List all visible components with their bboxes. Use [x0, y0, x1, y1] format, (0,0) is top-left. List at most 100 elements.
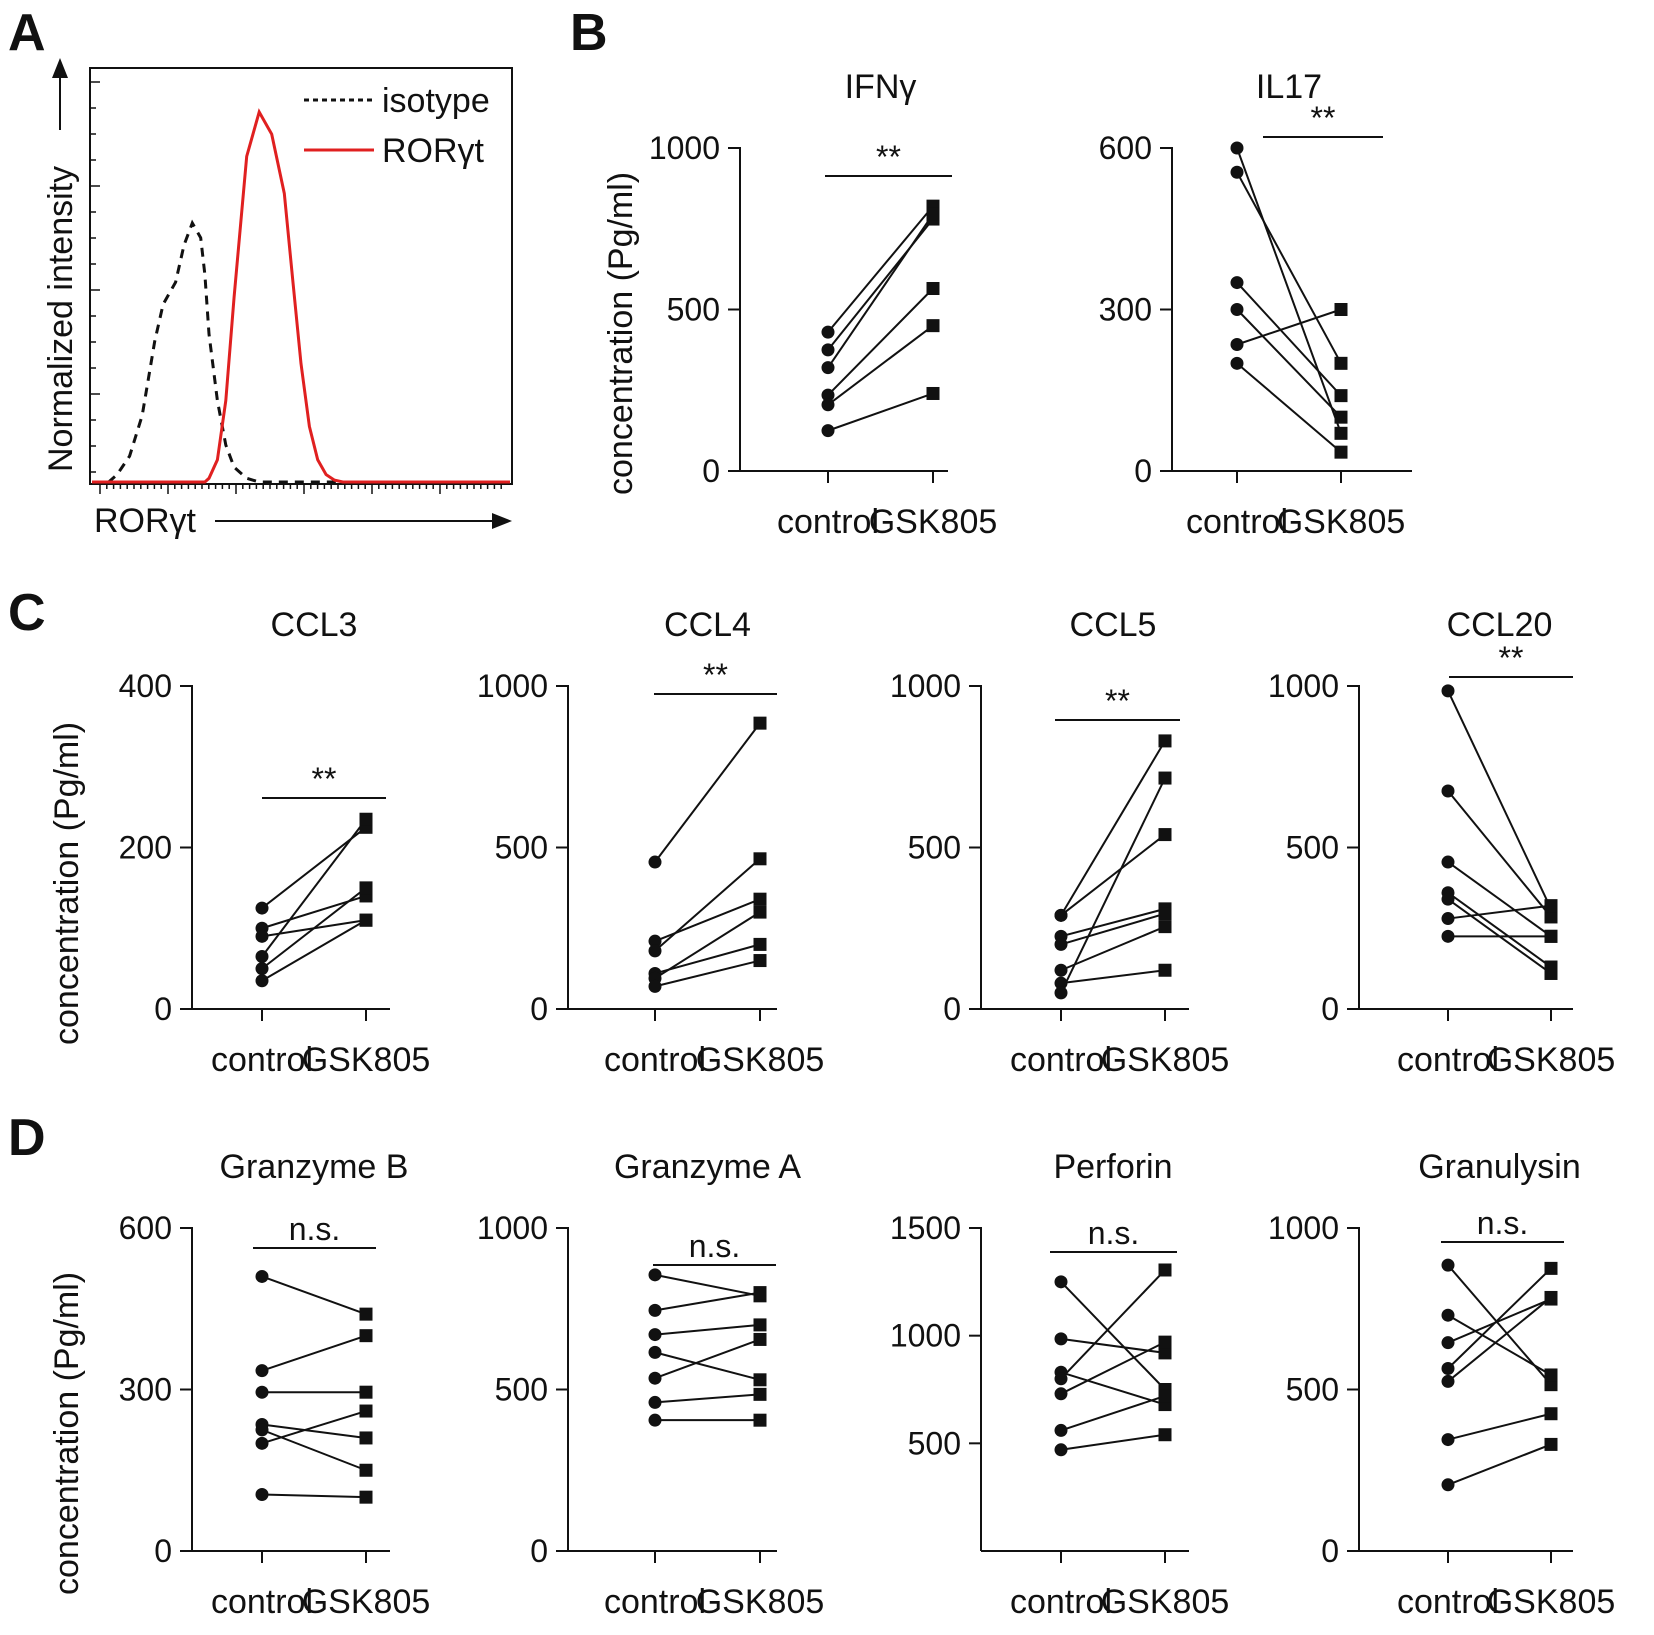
y-tick-label: 600: [119, 1210, 172, 1246]
x-label-control: control: [211, 1041, 313, 1079]
control-point: [1441, 912, 1455, 926]
control-point: [255, 1364, 269, 1378]
gsk805-point: [753, 1387, 767, 1401]
gsk805-point: [1158, 1263, 1172, 1277]
gsk805-point: [1544, 1290, 1558, 1304]
gsk805-point: [1544, 966, 1558, 980]
pair-line: [827, 213, 934, 369]
pair-line: [1447, 1296, 1552, 1383]
pair-line: [1060, 777, 1166, 994]
histogram-x-label: RORγt: [94, 502, 197, 540]
gsk805-point: [359, 1329, 373, 1343]
y-tick-label: 0: [702, 453, 720, 489]
control-point: [821, 424, 835, 438]
gsk805-point: [359, 1463, 373, 1477]
plot-title: Granzyme B: [220, 1148, 409, 1186]
y-tick-label: 0: [943, 991, 961, 1027]
pair-line: [1447, 1267, 1552, 1370]
control-point: [648, 855, 662, 869]
x-label-control: control: [211, 1583, 313, 1621]
gsk805-point: [359, 1307, 373, 1321]
y-tick-label: 1000: [477, 668, 548, 704]
y-tick-label: 1000: [1268, 1210, 1339, 1246]
gsk805-point: [1158, 963, 1172, 977]
control-point: [255, 1436, 269, 1450]
pair-line: [1447, 1412, 1552, 1441]
pair-line: [1236, 281, 1342, 397]
control-point: [1054, 963, 1068, 977]
y-arrow-head: [52, 58, 68, 78]
control-point: [1054, 1443, 1068, 1457]
gsk805-point: [753, 716, 767, 730]
gsk805-point: [753, 892, 767, 906]
gsk805-point: [753, 1332, 767, 1346]
gsk805-point: [753, 937, 767, 951]
plot-title: CCL3: [271, 606, 358, 644]
gsk805-point: [753, 954, 767, 968]
x-label-control: control: [777, 503, 879, 541]
gsk805-point: [1158, 920, 1172, 934]
gsk805-point: [753, 1373, 767, 1387]
control-point: [1230, 165, 1244, 179]
plot-title: Granulysin: [1418, 1148, 1581, 1186]
control-point: [648, 1371, 662, 1385]
pair-line: [654, 959, 761, 988]
isotype-curve: [92, 219, 510, 484]
y-tick-label: 500: [495, 830, 548, 866]
pair-line: [1060, 1371, 1166, 1406]
pair-line: [1447, 690, 1552, 910]
gsk805-point: [359, 812, 373, 826]
x-label-gsk805: GSK805: [696, 1041, 825, 1079]
pair-line: [1236, 308, 1342, 418]
pair-line: [654, 898, 761, 943]
pair-line: [1447, 1298, 1552, 1344]
control-point: [821, 361, 835, 375]
gsk805-point: [359, 881, 373, 895]
control-point: [1054, 986, 1068, 1000]
y-tick-label: 0: [530, 1533, 548, 1569]
pair-line: [654, 858, 761, 952]
pair-line: [654, 1323, 761, 1336]
gsk805-point: [1334, 426, 1348, 440]
pair-line: [1447, 891, 1552, 968]
gsk805-point: [1544, 910, 1558, 924]
control-point: [821, 343, 835, 357]
pair-line: [261, 1275, 367, 1316]
control-point: [648, 1303, 662, 1317]
significance-label: **: [703, 657, 728, 693]
pair-line: [1447, 904, 1552, 920]
pair-line: [654, 722, 761, 863]
y-tick-label: 600: [1099, 130, 1152, 166]
pair-line: [827, 205, 934, 333]
gsk805-point: [1334, 389, 1348, 403]
y-tick-label: 200: [119, 830, 172, 866]
control-point: [255, 1423, 269, 1437]
plot-title: Granzyme A: [614, 1148, 801, 1186]
significance-label: n.s.: [289, 1211, 341, 1247]
control-point: [648, 1345, 662, 1359]
gsk805-point: [1544, 1407, 1558, 1421]
gsk805-point: [1544, 929, 1558, 943]
pair-line: [261, 1493, 367, 1499]
significance-label: n.s.: [1088, 1215, 1140, 1251]
y-tick-label: 0: [154, 991, 172, 1027]
pair-line: [261, 1423, 367, 1439]
y-tick-label: 500: [667, 292, 720, 328]
y-tick-label: 300: [119, 1372, 172, 1408]
gsk805-point: [1544, 1261, 1558, 1275]
gsk805-point: [1334, 356, 1348, 370]
control-point: [648, 979, 662, 993]
control-point: [255, 1487, 269, 1501]
pair-line: [654, 1291, 761, 1312]
pair-line: [1060, 1269, 1166, 1380]
x-label-control: control: [1010, 1583, 1112, 1621]
panel-letter-b: B: [570, 4, 608, 62]
significance-label: **: [1499, 640, 1524, 676]
pair-line: [1236, 147, 1342, 434]
control-point: [1230, 141, 1244, 155]
y-tick-label: 500: [1286, 830, 1339, 866]
pair-line: [1236, 308, 1342, 346]
